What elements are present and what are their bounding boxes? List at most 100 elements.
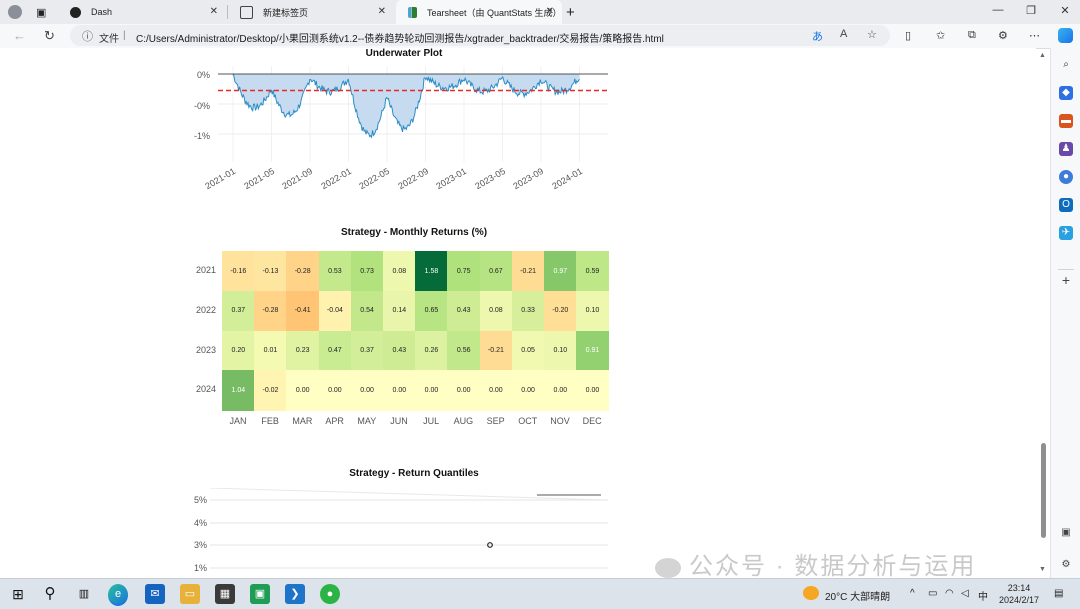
tab-dash[interactable]: Dash ✕ xyxy=(58,0,226,24)
battery-icon[interactable]: ▭ xyxy=(928,588,938,599)
mail-icon[interactable]: ✉ xyxy=(145,584,165,604)
scroll-thumb[interactable] xyxy=(1041,443,1046,538)
volume-icon[interactable]: ◁ xyxy=(961,588,969,599)
settings-icon[interactable]: ⚙ xyxy=(1061,559,1071,570)
wechat-logo-icon xyxy=(655,557,681,578)
scroll-down-arrow-icon[interactable]: ▼ xyxy=(1039,566,1046,573)
close-icon[interactable]: ✕ xyxy=(545,6,554,17)
url-text[interactable]: C:/Users/Administrator/Desktop/小果回测系统v1.… xyxy=(136,34,664,45)
tab-tearsheet[interactable]: Tearsheet（由 QuantStats 生成） ✕ xyxy=(396,0,562,24)
heatmap-cell: 0.97 xyxy=(544,251,577,292)
plus-icon: + xyxy=(566,3,575,21)
edge-taskbar-icon[interactable]: e xyxy=(108,584,128,606)
back-button[interactable]: ← xyxy=(13,28,26,43)
notifications-icon[interactable]: ▤ xyxy=(1054,588,1064,599)
heatmap-cell: 0.00 xyxy=(447,370,480,411)
info-icon[interactable]: ⓘ xyxy=(82,31,93,43)
chart-favicon-icon xyxy=(408,6,417,18)
start-windows-icon[interactable]: ⊞ xyxy=(12,586,24,602)
terminal-icon[interactable]: ▣ xyxy=(250,584,270,604)
heatmap-cell: -0.13 xyxy=(254,251,287,292)
more-menu-icon[interactable]: ⋯ xyxy=(1029,30,1040,42)
heatmap-cell: 0.37 xyxy=(222,290,255,331)
y-tick-label: -0% xyxy=(193,101,210,111)
search-taskbar-icon[interactable]: ⚲ xyxy=(44,585,56,602)
y-tick-label: 0% xyxy=(196,70,210,80)
heatmap-cell: -0.21 xyxy=(479,330,513,371)
clock[interactable]: 23:14 2024/2/17 xyxy=(996,582,1042,606)
heatmap-cell: 0.08 xyxy=(383,251,416,292)
close-window-button[interactable]: ✕ xyxy=(1060,5,1070,17)
reload-button[interactable]: ↻ xyxy=(44,28,55,43)
translate-icon[interactable]: あ xyxy=(812,31,823,43)
heatmap-cell: 0.10 xyxy=(576,290,609,331)
collections-icon[interactable]: ⧉ xyxy=(968,29,976,41)
month-label: APR xyxy=(325,416,344,427)
tools-icon[interactable]: ▬ xyxy=(1059,114,1073,128)
heatmap-cell: 0.14 xyxy=(383,290,416,331)
minimize-button[interactable]: — xyxy=(992,4,1004,16)
heatmap-cell: -0.21 xyxy=(511,251,545,292)
extensions-icon[interactable]: ⚙ xyxy=(998,30,1008,42)
page-scrollbar[interactable]: ▲ ▼ xyxy=(1037,48,1049,578)
heatmap-cell: 0.00 xyxy=(511,370,545,411)
copilot-icon[interactable] xyxy=(1058,28,1073,43)
weather-text[interactable]: 20°C 大部晴朗 xyxy=(825,592,891,603)
heatmap-cell: -0.16 xyxy=(222,251,255,292)
wechat-icon[interactable]: ● xyxy=(320,584,340,604)
new-tab-favicon-icon xyxy=(240,5,253,19)
vscode-icon[interactable]: ❯ xyxy=(285,584,305,604)
screenshot-icon[interactable]: ▣ xyxy=(1061,527,1071,538)
x-tick-label: 2022-01 xyxy=(318,166,353,192)
scroll-up-arrow-icon[interactable]: ▲ xyxy=(1039,52,1046,59)
y-tick-label: -1% xyxy=(193,131,210,141)
add-icon[interactable]: + xyxy=(1061,272,1071,288)
drawdown-line xyxy=(232,73,580,139)
month-label: MAR xyxy=(292,416,313,427)
outlier-point xyxy=(487,542,493,548)
heatmap-cell: -0.41 xyxy=(286,290,319,331)
tab-actions-button[interactable]: ▣ xyxy=(32,0,56,24)
read-aloud-icon[interactable]: A xyxy=(840,28,848,40)
weather-icon xyxy=(803,586,819,600)
outlook-icon[interactable]: O xyxy=(1059,198,1073,212)
heatmap-cell: 0.59 xyxy=(576,251,609,292)
heatmap-cell: 0.43 xyxy=(447,290,480,331)
heatmap-cell: 0.01 xyxy=(254,330,287,371)
task-view-icon[interactable]: ▥ xyxy=(78,588,90,600)
wifi-icon[interactable]: ◠ xyxy=(945,588,954,599)
copilot-sidebar-icon[interactable]: ● xyxy=(1059,170,1073,184)
heatmap-cell: 0.00 xyxy=(544,370,577,411)
file-explorer-icon[interactable]: ▭ xyxy=(180,584,200,604)
games-icon[interactable]: ♟ xyxy=(1059,142,1073,156)
gridline xyxy=(210,488,609,501)
heatmap-cell: 0.00 xyxy=(350,370,384,411)
split-screen-icon[interactable]: ▯ xyxy=(905,30,912,42)
tab-new-tab[interactable]: 新建标签页 ✕ xyxy=(228,0,394,24)
heatmap-cell: 0.33 xyxy=(511,290,545,331)
heatmap-cell: 0.00 xyxy=(383,370,416,411)
maximize-button[interactable]: ❐ xyxy=(1026,5,1036,17)
favorite-star-icon[interactable]: ☆ xyxy=(867,29,877,41)
heatmap-cell: 0.00 xyxy=(286,370,319,411)
heatmap-cell: 0.00 xyxy=(415,370,448,411)
month-label: DEC xyxy=(582,416,602,427)
close-icon[interactable]: ✕ xyxy=(377,6,386,17)
ime-indicator[interactable]: 中 xyxy=(978,592,988,603)
month-label: SEP xyxy=(486,416,505,427)
profile-button[interactable] xyxy=(0,0,30,24)
shopping-icon[interactable]: ◆ xyxy=(1059,86,1073,100)
heatmap-cell: -0.04 xyxy=(318,290,352,331)
address-bar[interactable]: ⓘ 文件 | C:/Users/Administrator/Desktop/小果… xyxy=(70,25,890,46)
favorites-icon[interactable]: ✩ xyxy=(936,30,946,42)
year-label: 2022 xyxy=(195,304,216,315)
heatmap-cell: 0.10 xyxy=(544,330,577,371)
heatmap-cell: -0.28 xyxy=(286,251,319,292)
drop-icon[interactable]: ✈ xyxy=(1059,226,1073,240)
heatmap-cell: 0.37 xyxy=(350,330,384,371)
store-icon[interactable]: ▦ xyxy=(215,584,235,604)
close-icon[interactable]: ✕ xyxy=(209,6,218,17)
search-icon[interactable]: ⌕ xyxy=(1063,59,1069,70)
chevron-up-icon[interactable]: ^ xyxy=(910,588,915,599)
new-tab-button[interactable]: + xyxy=(566,0,586,24)
